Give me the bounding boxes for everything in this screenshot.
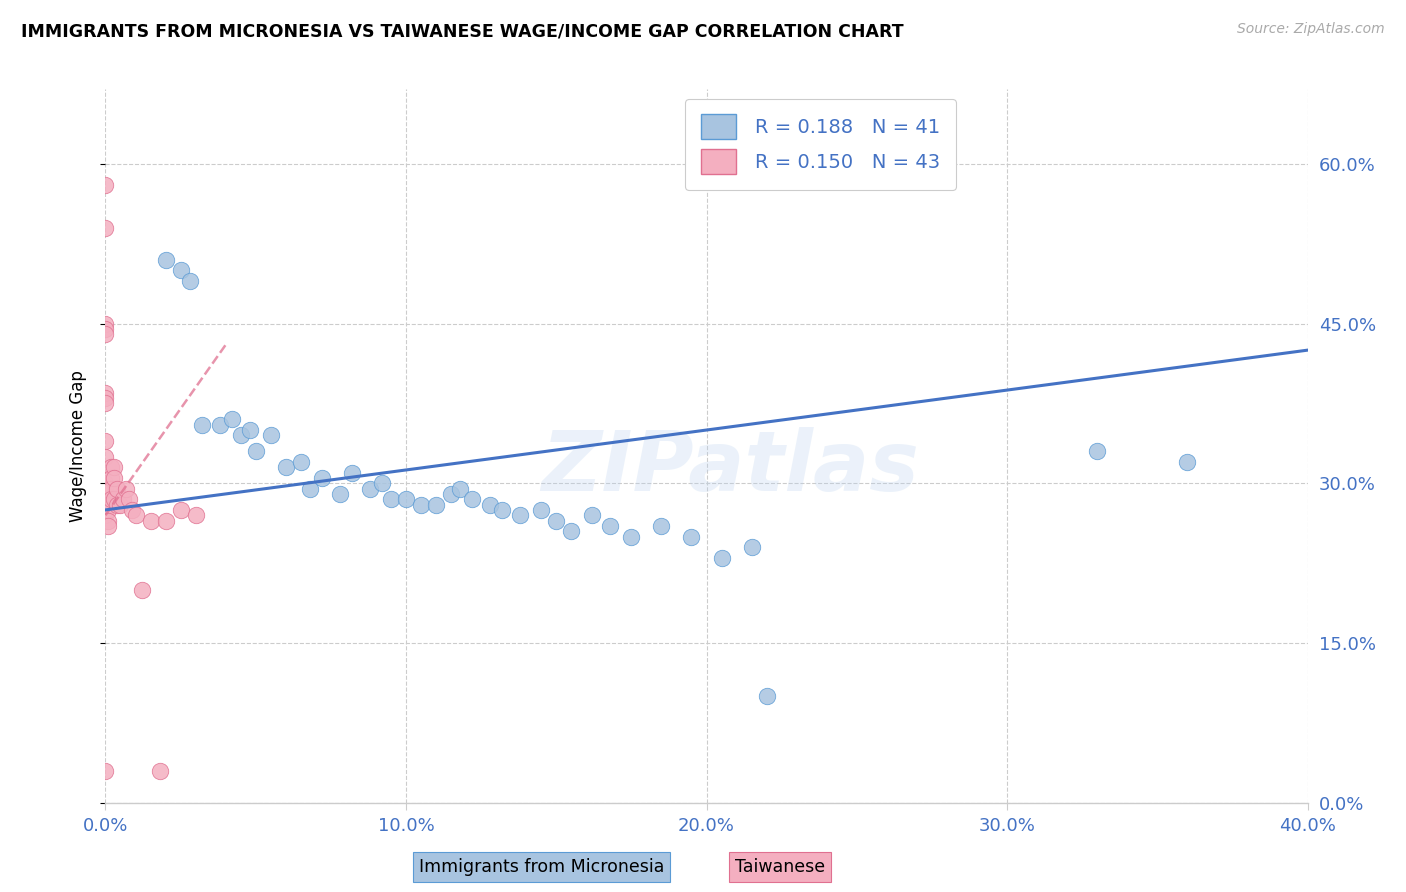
Point bbox=[100, 471, 122, 485]
Point bbox=[190, 417, 212, 432]
Point bbox=[340, 466, 363, 480]
Point bbox=[94, 220, 117, 235]
Point bbox=[148, 764, 170, 778]
Point bbox=[112, 492, 135, 507]
Text: ZIPatlas: ZIPatlas bbox=[541, 427, 920, 508]
Y-axis label: Wage/Income Gap: Wage/Income Gap bbox=[69, 370, 87, 522]
Point bbox=[97, 498, 120, 512]
Point bbox=[97, 519, 120, 533]
Point bbox=[184, 508, 207, 523]
Point bbox=[107, 482, 129, 496]
Point bbox=[245, 444, 267, 458]
Text: Source: ZipAtlas.com: Source: ZipAtlas.com bbox=[1237, 22, 1385, 37]
Point bbox=[491, 503, 513, 517]
Point bbox=[298, 482, 321, 496]
Point bbox=[94, 476, 117, 491]
Point bbox=[710, 550, 733, 565]
Point bbox=[103, 460, 125, 475]
Point bbox=[179, 274, 201, 288]
Point bbox=[650, 519, 672, 533]
Point bbox=[155, 252, 177, 267]
Point bbox=[620, 529, 643, 543]
Point bbox=[440, 487, 463, 501]
Point bbox=[229, 428, 252, 442]
Point bbox=[97, 514, 120, 528]
Point bbox=[94, 450, 117, 464]
Point bbox=[121, 503, 143, 517]
Point bbox=[311, 471, 333, 485]
Point bbox=[755, 690, 778, 704]
Point bbox=[94, 482, 117, 496]
Point bbox=[97, 503, 120, 517]
Point bbox=[118, 492, 141, 507]
Point bbox=[395, 492, 418, 507]
Point bbox=[94, 178, 117, 192]
Point bbox=[94, 503, 117, 517]
Point bbox=[100, 460, 122, 475]
Point bbox=[94, 327, 117, 342]
Point bbox=[681, 529, 703, 543]
Point bbox=[239, 423, 262, 437]
Point bbox=[371, 476, 394, 491]
Point bbox=[260, 428, 283, 442]
Point bbox=[131, 582, 153, 597]
Point bbox=[94, 322, 117, 336]
Point bbox=[560, 524, 582, 539]
Point bbox=[100, 482, 122, 496]
Point bbox=[94, 396, 117, 410]
Point bbox=[221, 412, 243, 426]
Point bbox=[100, 492, 122, 507]
Point bbox=[290, 455, 312, 469]
Point bbox=[107, 498, 129, 512]
Point bbox=[94, 508, 117, 523]
Point bbox=[359, 482, 381, 496]
Point bbox=[599, 519, 621, 533]
Legend: R = 0.188   N = 41, R = 0.150   N = 43: R = 0.188 N = 41, R = 0.150 N = 43 bbox=[685, 99, 956, 190]
Point bbox=[409, 498, 432, 512]
Point bbox=[94, 434, 117, 448]
Point bbox=[274, 460, 297, 475]
Point bbox=[169, 263, 191, 277]
Point bbox=[329, 487, 352, 501]
Point bbox=[97, 482, 120, 496]
Point bbox=[509, 508, 531, 523]
Point bbox=[103, 492, 125, 507]
Text: Immigrants from Micronesia: Immigrants from Micronesia bbox=[419, 858, 664, 876]
Point bbox=[94, 764, 117, 778]
Point bbox=[94, 487, 117, 501]
Point bbox=[124, 508, 146, 523]
Point bbox=[449, 482, 471, 496]
Point bbox=[530, 503, 553, 517]
Text: IMMIGRANTS FROM MICRONESIA VS TAIWANESE WAGE/INCOME GAP CORRELATION CHART: IMMIGRANTS FROM MICRONESIA VS TAIWANESE … bbox=[21, 22, 904, 40]
Point bbox=[115, 482, 138, 496]
Point bbox=[103, 471, 125, 485]
Point bbox=[94, 492, 117, 507]
Point bbox=[94, 385, 117, 400]
Point bbox=[1175, 455, 1198, 469]
Point bbox=[581, 508, 603, 523]
Point bbox=[479, 498, 502, 512]
Point bbox=[461, 492, 484, 507]
Point bbox=[94, 317, 117, 331]
Point bbox=[741, 540, 763, 554]
Point bbox=[208, 417, 231, 432]
Text: Taiwanese: Taiwanese bbox=[735, 858, 825, 876]
Point bbox=[139, 514, 162, 528]
Point bbox=[110, 498, 132, 512]
Point bbox=[155, 514, 177, 528]
Point bbox=[1085, 444, 1108, 458]
Point bbox=[380, 492, 402, 507]
Point bbox=[169, 503, 191, 517]
Point bbox=[94, 391, 117, 405]
Point bbox=[546, 514, 568, 528]
Point bbox=[425, 498, 447, 512]
